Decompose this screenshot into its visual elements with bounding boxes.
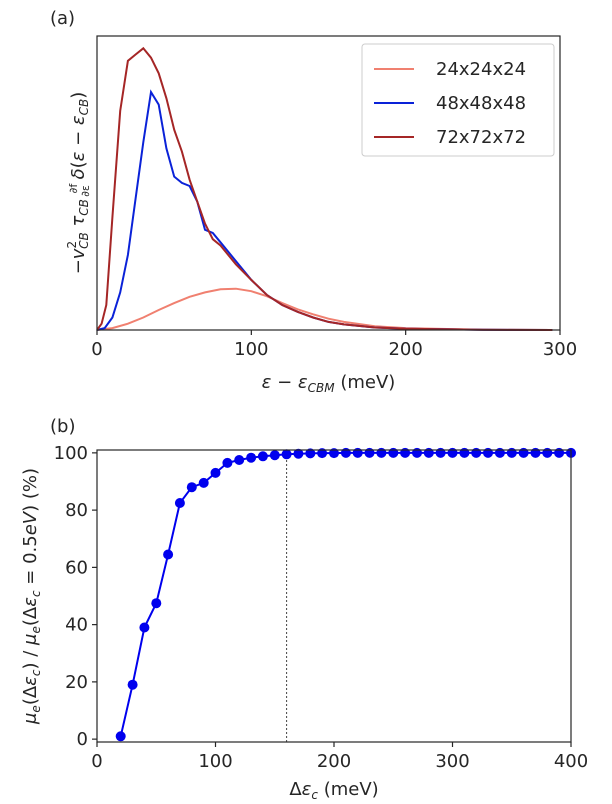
panel-a-frame	[96, 35, 561, 331]
x-tick-label: 100	[198, 751, 232, 772]
panel-a-legend: 24x24x24 48x48x48 72x72x72	[361, 43, 555, 157]
panel-a-series-group	[96, 46, 553, 331]
panel-b-frame	[96, 449, 572, 743]
panel-b-x-ticks: 0 100 200 300 400	[91, 742, 588, 772]
x-tick-label: 100	[234, 339, 268, 360]
panel-b-y-axis-label: μe(Δεc) / μe(Δεc = 0.5eV) (%)	[20, 468, 43, 725]
panel-b-y-ticks: 0 20 40 60 80 100	[54, 443, 97, 750]
panel-a-x-ticks: 0 100 200 300	[91, 330, 577, 360]
data-point	[174, 498, 185, 508]
y-tick-label: 20	[65, 672, 88, 693]
panel-b-series-group	[115, 447, 576, 742]
y-tick-label: 0	[77, 729, 88, 750]
series-line	[119, 451, 571, 737]
data-point	[257, 451, 268, 462]
x-tick-label: 0	[91, 751, 102, 772]
data-point	[115, 731, 126, 742]
y-tick-label: 100	[54, 443, 88, 464]
x-tick-label: 400	[554, 751, 588, 772]
x-tick-label: 200	[317, 751, 351, 772]
data-point	[293, 448, 304, 459]
legend-label-48x48x48: 48x48x48	[436, 93, 526, 114]
legend-label-24x24x24: 24x24x24	[436, 59, 526, 80]
panel-a: (a) 0 100 200 300 ε − εCBM (meV) −v2CB τCB …	[50, 8, 577, 395]
x-tick-label: 0	[91, 339, 102, 360]
data-point	[210, 467, 221, 478]
series-line-72x72x72	[96, 46, 553, 331]
panel-b-label: (b)	[50, 416, 75, 437]
data-point	[305, 448, 316, 459]
data-point	[151, 598, 162, 609]
legend-box	[361, 43, 555, 157]
data-point	[234, 455, 245, 465]
data-point	[246, 452, 257, 463]
panel-b: (b) 0 100 200 300 400 0 20 40 60 80 100 Δεc (meV)…	[20, 416, 588, 802]
panel-a-x-axis-label: ε − εCBM (meV)	[262, 372, 396, 395]
data-point	[198, 477, 209, 488]
series-line-24x24x24	[96, 287, 553, 331]
data-point	[222, 457, 233, 468]
data-point	[139, 622, 150, 633]
panel-a-y-axis-label: −v2CB τCB ∂f∂ε δ(ε − εCB)	[65, 92, 92, 275]
x-tick-label: 200	[388, 339, 422, 360]
data-point	[163, 549, 174, 560]
x-tick-label: 300	[543, 339, 577, 360]
data-point	[127, 679, 138, 690]
y-tick-label: 80	[65, 500, 88, 521]
data-point	[281, 449, 292, 460]
legend-label-72x72x72: 72x72x72	[436, 127, 526, 148]
y-tick-label: 60	[65, 557, 88, 578]
data-point	[269, 450, 280, 461]
panel-a-label: (a)	[50, 8, 75, 29]
panel-b-x-axis-label: Δεc (meV)	[289, 779, 378, 802]
data-point	[186, 482, 197, 493]
y-tick-label: 40	[65, 615, 88, 636]
x-tick-label: 300	[435, 751, 469, 772]
